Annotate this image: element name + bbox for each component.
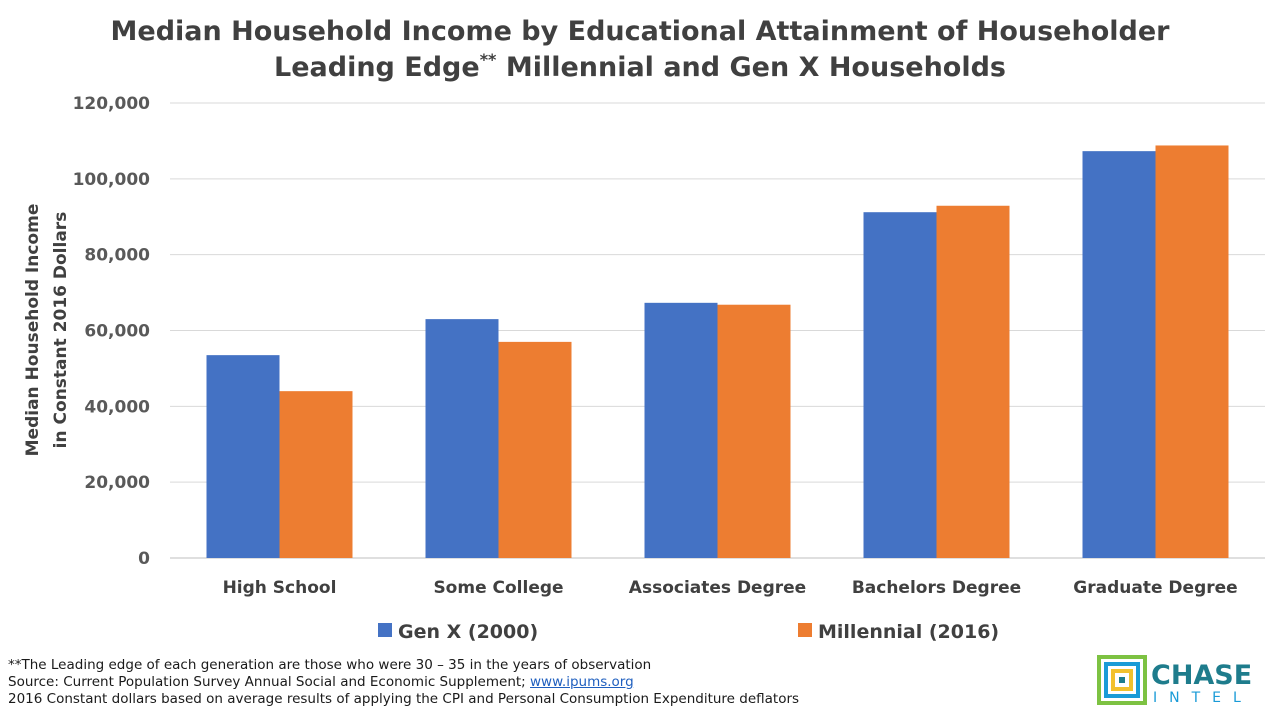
y-axis-label-line2: in Constant 2016 Dollars (51, 212, 71, 449)
y-tick-label: 120,000 (73, 94, 151, 114)
bar (1082, 151, 1156, 558)
y-tick-label: 60,000 (84, 322, 150, 342)
footnotes: **The Leading edge of each generation ar… (8, 657, 1008, 708)
x-tick-label: Graduate Degree (1073, 578, 1237, 598)
logo-mark-icon (1097, 655, 1147, 705)
logo-word-intel: INTEL (1153, 690, 1253, 705)
x-tick-label: Some College (433, 578, 563, 598)
chart-title-line2: Leading Edge** Millennial and Gen X Hous… (274, 50, 1006, 83)
y-axis-label: Median Household Income in Constant 2016… (23, 204, 71, 457)
chart-title-line1: Median Household Income by Educational A… (111, 16, 1171, 47)
logo-word-chase: CHASE (1151, 660, 1252, 691)
footnote-source-text: Source: Current Population Survey Annual… (8, 674, 531, 690)
legend-label: Gen X (2000) (398, 621, 538, 643)
x-tick-label: Associates Degree (629, 578, 806, 598)
bar (644, 302, 718, 558)
y-tick-label: 40,000 (84, 397, 150, 417)
y-axis-label-line1: Median Household Income (23, 204, 43, 457)
bar (498, 341, 572, 558)
x-tick-label: High School (223, 578, 337, 598)
chase-intel-logo: CHASE INTEL (1097, 655, 1253, 705)
footnote-source: Source: Current Population Survey Annual… (8, 674, 1008, 691)
bar (863, 212, 937, 558)
legend-swatch (798, 623, 812, 637)
bar (1155, 145, 1229, 558)
y-axis-ticks: 0 20,000 40,000 60,000 80,000 100,000 120,000 (73, 94, 151, 569)
bar (936, 205, 1010, 559)
bar (279, 391, 353, 558)
chart-title-line2-post: Millennial and Gen X Households (496, 52, 1006, 83)
bar (206, 355, 280, 558)
legend-swatch (378, 623, 392, 637)
bars (206, 145, 1229, 559)
legend: Gen X (2000) Millennial (2016) (378, 621, 999, 643)
chart: Median Household Income by Educational A… (23, 16, 1265, 643)
y-tick-label: 100,000 (73, 170, 151, 190)
ipums-link[interactable]: www.ipums.org (530, 674, 634, 690)
footnote-deflators: 2016 Constant dollars based on average r… (8, 691, 800, 707)
legend-label: Millennial (2016) (818, 621, 999, 643)
bar (425, 319, 499, 558)
footnote-leading-edge: **The Leading edge of each generation ar… (8, 657, 652, 673)
y-tick-label: 80,000 (84, 246, 150, 266)
bar (717, 304, 791, 558)
chart-title-line2-pre: Leading Edge (274, 52, 480, 83)
y-tick-label: 0 (138, 549, 150, 569)
chart-title-line2-sup: ** (480, 50, 497, 69)
x-tick-label: Bachelors Degree (852, 578, 1021, 598)
x-axis-labels: High School Some College Associates Degree… (223, 578, 1238, 598)
y-tick-label: 20,000 (84, 473, 150, 493)
